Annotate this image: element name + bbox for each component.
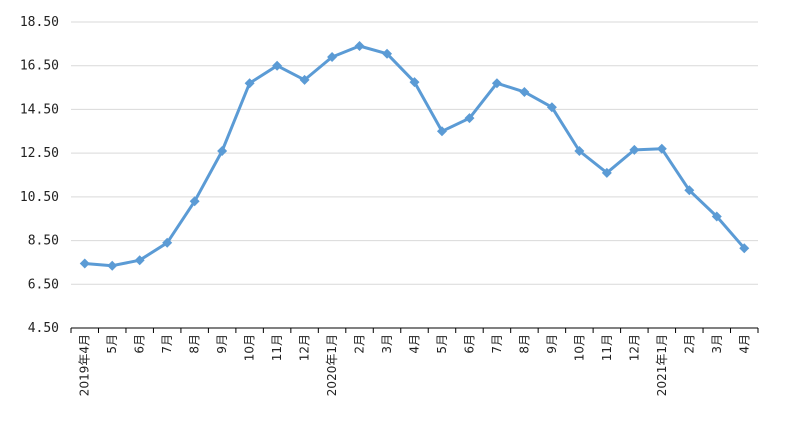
data-point-marker: [491, 78, 502, 89]
x-tick-label: 8月: [188, 334, 202, 354]
x-tick-label: 2月: [353, 334, 367, 354]
y-tick-label: 16.50: [20, 59, 59, 74]
x-tick-label: 11月: [600, 334, 614, 361]
data-point-marker: [134, 255, 145, 266]
gridlines: [71, 21, 758, 285]
x-tick-label: 8月: [517, 334, 531, 354]
data-point-marker: [436, 126, 447, 137]
data-point-marker: [711, 211, 722, 222]
x-tick-label: 2019年4月: [78, 334, 92, 396]
y-tick-label: 6.50: [28, 277, 59, 292]
data-point-marker: [464, 113, 475, 124]
x-tick-label: 6月: [462, 334, 476, 354]
data-point-marker: [272, 60, 283, 71]
data-point-marker: [409, 77, 420, 88]
data-point-marker: [382, 48, 393, 59]
y-tick-label: 4.50: [28, 321, 59, 336]
y-axis-tick-labels: 4.50 6.50 8.50 10.50 12.50 14.50 16.50 18.50: [20, 15, 59, 336]
x-tick-label: 5月: [435, 334, 449, 354]
x-tick-label: 7月: [490, 334, 504, 354]
data-point-marker: [546, 102, 557, 113]
y-tick-label: 10.50: [20, 190, 59, 205]
data-point-marker: [217, 145, 228, 156]
x-tick-label: 9月: [215, 334, 229, 354]
data-point-marker: [574, 145, 585, 156]
y-tick-label: 8.50: [28, 234, 59, 249]
x-tick-label: 3月: [380, 334, 394, 354]
data-point-marker: [189, 196, 200, 207]
x-axis-tick-labels: 2019年4月 5月 6月 7月 8月 9月 10月 11月 12月 2020年1月 2月 3月 4月 5…: [78, 334, 752, 396]
series-group: [79, 41, 750, 271]
x-tick-label: 2021年1月: [655, 334, 669, 396]
x-tick-label: 3月: [710, 334, 724, 354]
data-point-marker: [739, 243, 750, 254]
x-tick-label: 12月: [627, 334, 641, 361]
data-point-marker: [519, 86, 530, 97]
x-tick-label: 11月: [270, 334, 284, 361]
x-tick-label: 12月: [298, 334, 312, 361]
data-point-marker: [162, 237, 173, 248]
x-tick-label: 5月: [105, 334, 119, 354]
data-point-marker: [656, 143, 667, 154]
x-tick-label: 6月: [133, 334, 147, 354]
x-tick-label: 4月: [408, 334, 422, 354]
data-point-marker: [79, 258, 90, 269]
data-point-marker: [299, 74, 310, 85]
y-tick-label: 12.50: [20, 146, 59, 161]
data-point-marker: [244, 78, 255, 89]
x-axis: [70, 327, 759, 333]
data-point-marker: [684, 185, 695, 196]
data-point-marker: [354, 41, 365, 52]
data-point-marker: [601, 167, 612, 178]
x-tick-label: 9月: [545, 334, 559, 354]
data-point-marker: [327, 51, 338, 62]
x-tick-label: 2020年1月: [325, 334, 339, 396]
x-tick-label: 7月: [160, 334, 174, 354]
x-tick-label: 2月: [682, 334, 696, 354]
x-tick-label: 10月: [243, 334, 257, 361]
data-point-marker: [629, 144, 640, 155]
x-tick-label: 4月: [737, 334, 751, 354]
x-tick-label: 10月: [572, 334, 586, 361]
data-point-marker: [107, 260, 118, 271]
y-tick-label: 14.50: [20, 102, 59, 117]
y-tick-label: 18.50: [20, 15, 59, 30]
